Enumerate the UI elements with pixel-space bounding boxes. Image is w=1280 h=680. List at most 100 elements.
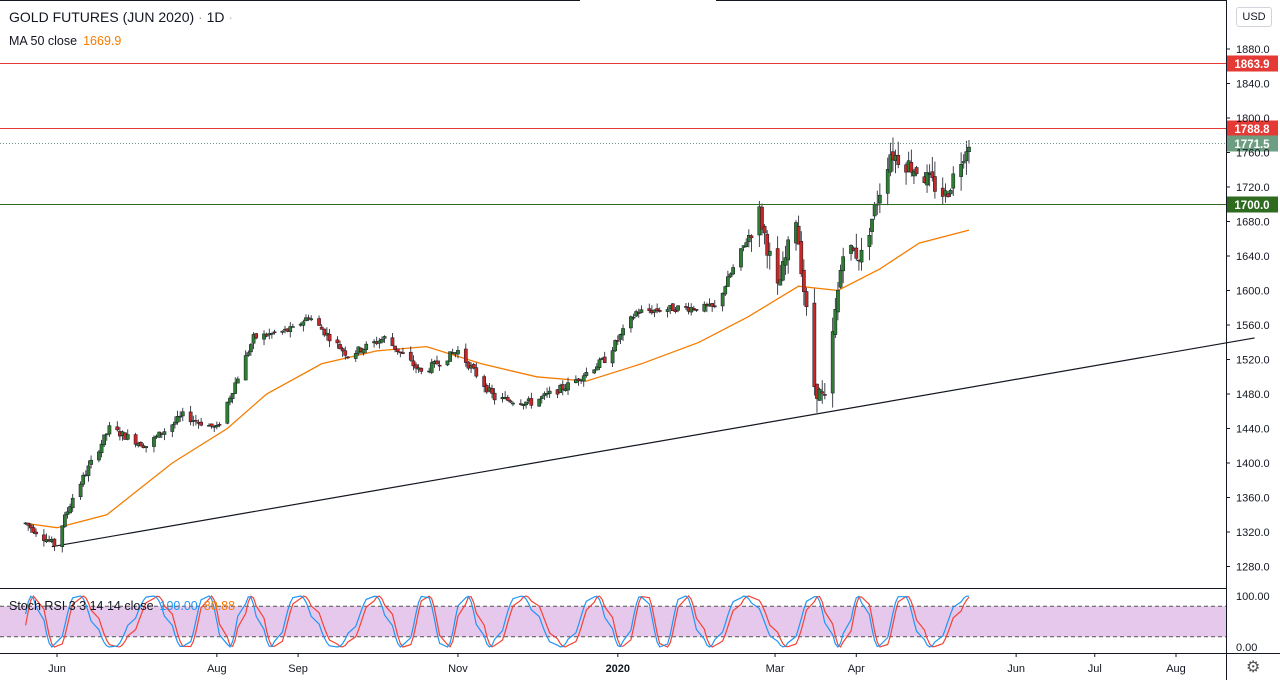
price-tick-label: 1720.0 [1236,182,1270,194]
stoch-legend[interactable]: Stoch RSI 3 3 14 14 close 100.00 80.88 [9,599,235,613]
candle-body [152,437,156,447]
symbol-legend[interactable]: GOLD FUTURES (JUN 2020) · 1D · [9,9,233,25]
time-tick-label: Jun [1007,663,1025,675]
ma-legend[interactable]: MA 50 close 1669.9 [9,34,121,48]
currency-badge[interactable]: USD [1236,7,1272,27]
candle-body [830,331,835,394]
candle-body [833,309,838,335]
level-tag-label: 1788.8 [1234,124,1270,136]
candle-body [778,279,783,286]
candle-body [225,401,230,424]
candle-body [505,397,510,401]
stoch-label: Stoch RSI 3 3 14 14 close [9,599,154,613]
time-tick-label: Jul [1088,663,1102,675]
candle-body [728,273,733,278]
candle-body [173,421,177,425]
candle-body [959,164,963,177]
candle-body [175,415,180,423]
time-tick-label: Jun [48,663,66,675]
candle-body [448,351,452,362]
candle-body [393,345,397,350]
interval-label: 1D [206,9,225,25]
candle-body [896,154,901,165]
candle-body [670,303,675,312]
candle-body [380,338,384,343]
candle-body [781,261,785,281]
candle-body [639,309,644,313]
candle-body [804,291,809,308]
candle-body [870,218,874,232]
stoch-k-line [25,595,969,648]
candle-body [765,233,770,256]
candle-body [188,411,193,423]
candle-body [492,392,497,401]
candle-body [68,506,72,514]
candle-body [419,367,424,372]
candle-body [28,524,33,529]
candle-body [841,256,846,272]
level-tag-label: 1700.0 [1234,200,1269,212]
trendline [51,337,1255,548]
candle-body [264,334,269,337]
candle-body [99,443,104,454]
candle-body [610,350,615,364]
candle-body [78,483,83,498]
ma-label: MA 50 close [9,34,78,48]
candle-body [26,522,31,526]
candle-body [951,173,956,189]
candle-body [170,424,175,432]
candle-body [838,269,843,288]
candle-body [456,350,460,355]
candle-body [584,372,589,376]
gear-icon[interactable]: ⚙ [1246,659,1261,676]
toolbar-edge-left [0,0,580,1]
candle-body [665,309,670,312]
candle-body [463,348,468,363]
candle-body [508,400,513,403]
price-tick-label: 1760.0 [1236,148,1270,160]
candle-body [652,309,657,313]
candle-body [280,330,285,333]
candle-body [802,269,806,293]
candle-body [217,424,222,426]
candle-body [209,423,214,427]
candle-body [712,305,717,308]
candle-body [967,146,971,153]
candle-body [799,241,804,275]
candle-body [102,434,107,446]
candle-body [194,420,198,422]
candle-body [731,267,735,275]
candles [23,137,971,553]
price-tick-label: 1640.0 [1236,251,1270,263]
candle-body [215,425,219,428]
level-tag-label: 1771.5 [1234,139,1270,151]
candle-body [144,446,148,449]
toolbar-edge-right [716,0,1226,1]
candle-body [125,434,130,440]
level-tag [1227,135,1278,152]
candle-body [539,396,544,399]
candle-body [817,388,822,401]
candle-body [230,393,235,399]
candle-body [820,391,825,394]
candle-body [288,326,293,332]
candle-body [702,303,707,312]
candle-body [592,369,597,374]
candle-body [673,309,678,312]
candle-body [867,235,872,247]
ma-value: 1669.9 [83,34,122,48]
candle-body [529,398,534,406]
price-tick-label: 1520.0 [1236,355,1270,367]
candle-body [364,343,369,350]
candle-body [115,426,120,431]
candle-body [618,334,623,340]
candle-body [629,316,633,329]
stoch-rsi-pane: 100.00 0.00 [0,591,1270,654]
candle-body [340,348,345,352]
candle-body [262,333,266,340]
price-tick-label: 1840.0 [1236,79,1270,91]
time-tick-label: 2020 [606,663,630,675]
candle-body [511,402,515,405]
